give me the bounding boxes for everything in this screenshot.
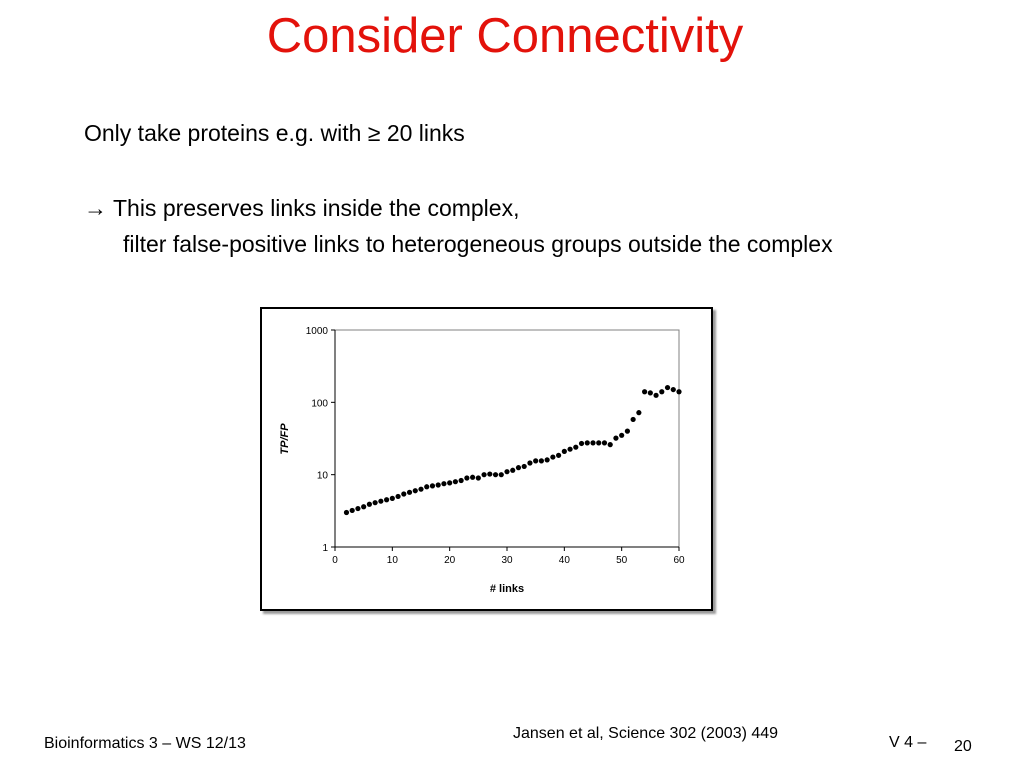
x-tick-label: 60 <box>673 555 685 566</box>
data-point <box>481 472 487 478</box>
data-point <box>389 495 395 501</box>
data-point <box>378 498 384 504</box>
data-point <box>533 458 539 464</box>
data-point <box>475 475 481 481</box>
y-tick-label: 10 <box>317 471 329 482</box>
x-axis-title: # links <box>490 583 524 595</box>
x-tick-label: 0 <box>332 555 338 566</box>
x-tick-label: 30 <box>501 555 513 566</box>
y-tick-label: 1000 <box>306 326 329 337</box>
bullet-connectivity-rule: Only take proteins e.g. with ≥ 20 links <box>84 120 465 146</box>
x-tick-label: 20 <box>444 555 456 566</box>
footer-version: V 4 – <box>889 734 927 751</box>
data-point <box>544 457 550 463</box>
data-point <box>521 463 527 470</box>
data-point <box>647 390 653 396</box>
data-point <box>361 504 367 510</box>
x-tick-label: 40 <box>559 555 571 566</box>
data-point <box>538 458 544 464</box>
data-point <box>527 460 533 466</box>
x-tick-label: 10 <box>387 555 399 566</box>
data-point <box>412 488 418 494</box>
data-point <box>435 482 441 488</box>
y-axis-title: TP/FP <box>279 423 291 455</box>
plot-area <box>334 329 680 548</box>
data-point <box>447 480 453 486</box>
x-tick-label: 50 <box>616 555 628 566</box>
data-point <box>601 440 608 446</box>
data-point <box>464 475 470 481</box>
data-point <box>355 505 361 512</box>
data-point <box>659 389 665 395</box>
tpfp-scatter-chart: 0 10 20 30 40 50 60 1 10 100 1000 # links TP/FP <box>279 326 685 595</box>
data-point <box>406 489 413 495</box>
slide-title: Consider Connectivity <box>266 9 744 63</box>
data-point <box>676 389 682 395</box>
data-point <box>492 472 499 478</box>
data-point <box>372 500 378 506</box>
data-point <box>670 386 676 393</box>
chart-frame: 0 10 20 30 40 50 60 1 10 100 1000 # links TP/FP <box>260 307 713 611</box>
data-point <box>567 446 573 452</box>
data-point <box>470 474 476 480</box>
data-point <box>573 444 579 450</box>
data-point <box>630 416 636 423</box>
data-point <box>395 493 401 500</box>
data-point <box>590 440 596 446</box>
data-point <box>561 448 567 454</box>
data-point <box>424 484 430 490</box>
data-point <box>349 507 355 514</box>
footer-page-number: 20 <box>954 738 972 755</box>
data-point <box>418 486 424 492</box>
data-point <box>343 509 350 516</box>
y-tick-label: 100 <box>311 398 328 409</box>
data-point <box>487 471 493 477</box>
data-point <box>366 501 372 507</box>
data-point <box>458 477 464 484</box>
data-point <box>550 454 556 460</box>
data-point <box>498 472 504 478</box>
data-point <box>619 432 625 438</box>
points-layer <box>343 384 682 516</box>
data-point <box>578 440 585 447</box>
data-point <box>653 392 659 398</box>
data-point <box>384 497 390 503</box>
data-point <box>429 483 436 489</box>
data-point <box>664 384 671 391</box>
footer-course: Bioinformatics 3 – WS 12/13 <box>44 735 246 752</box>
data-point <box>636 410 642 416</box>
bullet-filter-false-positives: filter false-positive links to heterogen… <box>123 231 833 257</box>
data-point <box>401 491 407 497</box>
data-point <box>441 481 447 487</box>
data-point <box>624 428 630 434</box>
data-point <box>607 442 613 448</box>
data-point <box>515 465 522 471</box>
data-point <box>510 467 516 473</box>
data-point <box>504 469 510 475</box>
data-point <box>613 435 619 441</box>
data-point <box>596 440 602 446</box>
data-point <box>452 479 458 485</box>
bullet-preserves-links: → This preserves links inside the comple… <box>84 195 520 221</box>
y-tick-label: 1 <box>322 543 328 554</box>
data-point <box>584 440 590 446</box>
data-point <box>642 389 648 395</box>
data-point <box>556 452 562 458</box>
footer-citation: Jansen et al, Science 302 (2003) 449 <box>513 725 779 742</box>
axes-layer: 0 10 20 30 40 50 60 1 10 100 1000 <box>306 326 685 566</box>
